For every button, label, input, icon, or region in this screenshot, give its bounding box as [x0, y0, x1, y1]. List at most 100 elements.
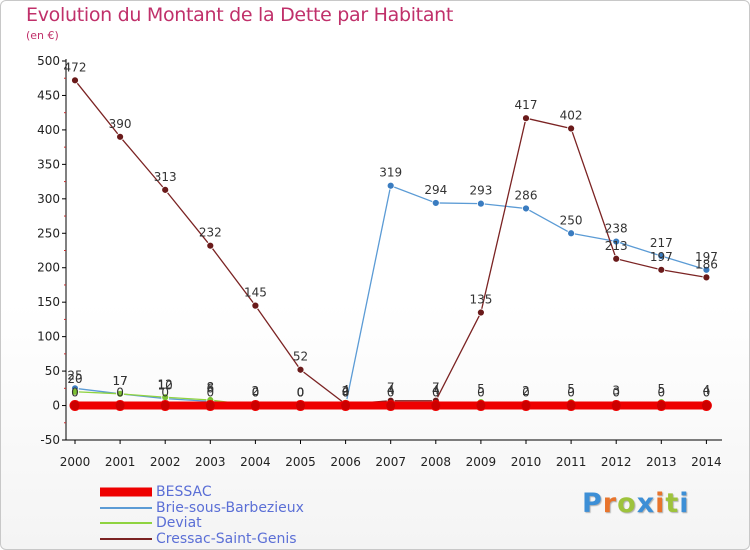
data-label: 232: [199, 226, 222, 240]
data-label: 2: [342, 384, 350, 398]
data-label: 402: [560, 109, 583, 123]
data-point: [114, 400, 126, 412]
data-point: [340, 400, 352, 412]
x-tick-label: 2002: [150, 455, 181, 469]
data-point: [251, 301, 260, 310]
data-label: 20: [67, 372, 82, 386]
data-label: 197: [650, 250, 673, 264]
data-label: 217: [650, 236, 673, 250]
data-label: 319: [379, 166, 402, 180]
data-point: [565, 400, 577, 412]
logo-letter: o: [617, 488, 637, 519]
data-point: [296, 365, 305, 374]
data-point: [385, 400, 397, 412]
y-tick-label: 400: [37, 123, 60, 137]
data-label: 2: [522, 384, 530, 398]
data-point: [204, 400, 216, 412]
data-label: 0: [206, 386, 214, 400]
data-label: 12: [158, 377, 173, 391]
data-label: 25: [67, 368, 82, 382]
legend-swatch: [100, 537, 152, 540]
data-label: 17: [112, 374, 127, 388]
data-label: 286: [515, 188, 538, 202]
y-tick-label: -50: [40, 433, 60, 447]
y-tick-label: 150: [37, 295, 60, 309]
x-tick-label: 2005: [285, 455, 316, 469]
logo-letter: i: [655, 488, 666, 519]
axes: [65, 59, 722, 441]
logo-letter: P: [582, 488, 603, 519]
series-line: [74, 185, 708, 407]
data-point: [612, 237, 621, 246]
x-tick-label: 2004: [240, 455, 271, 469]
data-label: 6: [206, 381, 214, 395]
y-axis-ticks: -50 0 50 100 150 200 250 300 350 400 450 500: [37, 54, 66, 447]
data-label: 472: [64, 60, 87, 74]
legend-swatch: [100, 522, 152, 524]
data-point: [116, 132, 124, 141]
y-tick-label: 450: [37, 88, 60, 102]
x-tick-label: 2008: [421, 455, 452, 469]
x-tick-label: 2009: [466, 455, 497, 469]
data-label: 0: [342, 386, 350, 400]
data-point: [702, 273, 711, 282]
legend-label: Cressac-Saint-Genis: [156, 530, 297, 547]
data-point: [249, 400, 261, 412]
legend-swatch: [100, 487, 152, 497]
data-point: [522, 204, 530, 213]
chart-unit: (en €): [26, 29, 59, 42]
data-point: [430, 400, 442, 412]
data-label: 7: [432, 381, 440, 395]
data-label: 0: [703, 386, 711, 400]
data-label: 4: [432, 383, 440, 397]
data-label: 313: [154, 170, 177, 184]
y-tick-label: 250: [37, 226, 60, 240]
logo-letter: t: [665, 488, 680, 519]
x-tick-label: 2001: [105, 455, 136, 469]
data-label: 7: [387, 381, 395, 395]
data-point: [431, 199, 440, 207]
data-label: 0: [477, 386, 485, 400]
logo-letter: i: [679, 488, 690, 519]
x-tick-label: 2011: [556, 455, 587, 469]
data-label: 4: [342, 383, 350, 397]
x-tick-label: 2003: [195, 455, 226, 469]
data-label: 0: [252, 386, 260, 400]
data-label: 3: [612, 383, 620, 397]
x-axis-ticks: 2000 2001 2002 2003 2004 2005 2006 2007 2008 2009…: [60, 440, 722, 469]
data-label: 4: [387, 383, 395, 397]
x-tick-label: 2012: [601, 455, 632, 469]
data-point: [476, 308, 485, 317]
data-label: 17: [112, 374, 127, 388]
data-label: 293: [469, 184, 492, 198]
data-label: 0: [342, 386, 350, 400]
data-point: [71, 387, 79, 396]
logo-letter: x: [636, 488, 656, 519]
data-label: 5: [477, 382, 485, 396]
data-label: 417: [515, 98, 538, 112]
data-label: 0: [522, 386, 530, 400]
data-point: [159, 400, 171, 412]
y-tick-label: 200: [37, 261, 60, 275]
data-label: 238: [605, 222, 628, 236]
data-point: [116, 389, 124, 398]
data-label: 0: [116, 386, 124, 400]
data-point: [655, 400, 667, 412]
data-label: 0: [297, 386, 305, 400]
data-label: 0: [567, 386, 575, 400]
data-label: 52: [293, 350, 308, 364]
data-label: 250: [560, 213, 583, 227]
data-label: 0: [297, 386, 305, 400]
data-label: 0: [432, 386, 440, 400]
data-label: 0: [612, 386, 620, 400]
y-tick-label: 100: [37, 330, 60, 344]
data-label: 0: [387, 386, 395, 400]
y-tick-label: 500: [37, 54, 60, 68]
x-tick-label: 2006: [330, 455, 361, 469]
legend-label: Deviat: [156, 515, 202, 531]
data-label: 390: [109, 117, 132, 131]
chart-title: Evolution du Montant de la Dette par Hab…: [26, 4, 454, 26]
